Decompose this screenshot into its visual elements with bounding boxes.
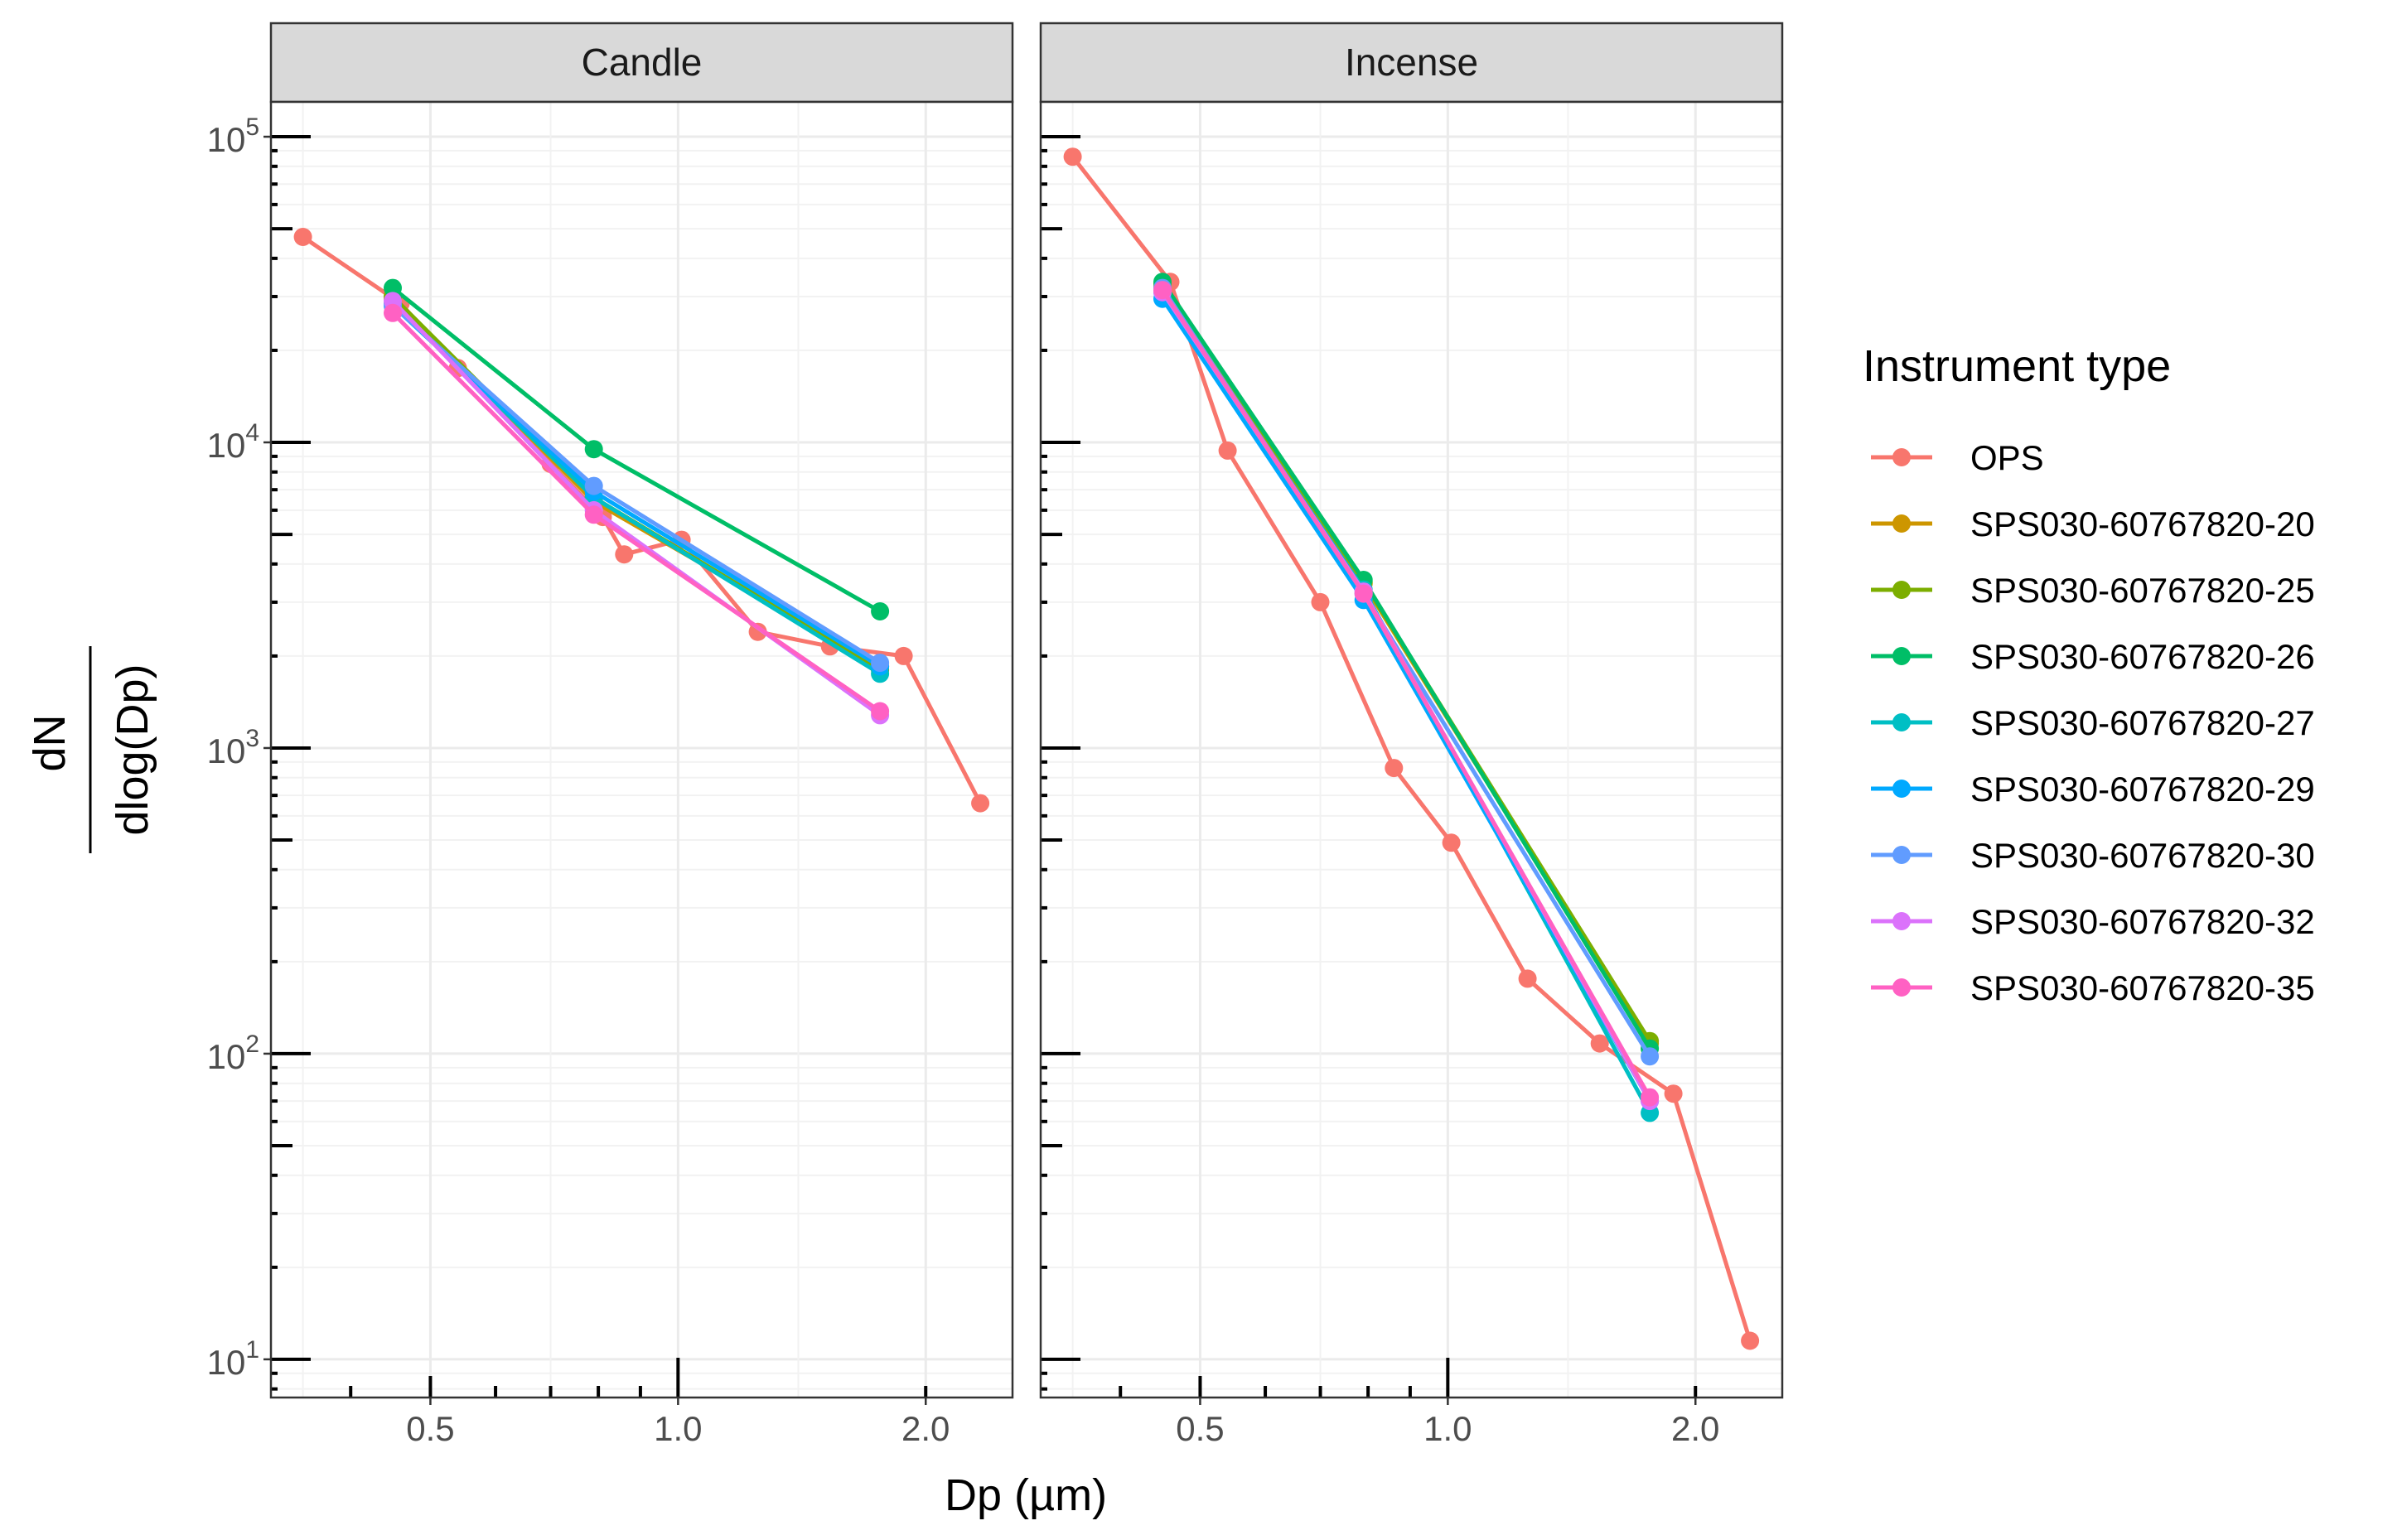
- strip-label-incense: Incense: [1345, 41, 1478, 84]
- gridlines-candle: [271, 102, 1013, 1398]
- legend-key-point: [1892, 647, 1911, 665]
- data-point: [1741, 1331, 1760, 1350]
- log-ticks-candle: [271, 135, 928, 1398]
- legend-item-sps030-60767820-20: SPS030-60767820-20: [1871, 504, 2315, 543]
- y-tick-label: 105: [207, 113, 259, 159]
- data-point: [584, 440, 603, 459]
- x-tick-label: 2.0: [1671, 1409, 1719, 1448]
- data-point: [1354, 584, 1373, 603]
- legend-item-sps030-60767820-32: SPS030-60767820-32: [1871, 902, 2315, 941]
- legend-label: SPS030-60767820-32: [1970, 902, 2315, 941]
- legend-label: OPS: [1970, 438, 2044, 477]
- x-tick-label: 1.0: [654, 1409, 702, 1448]
- panel-border-candle: [269, 100, 1014, 1399]
- data-point: [871, 702, 890, 721]
- y-axis-title-denominator: dlog(Dp): [108, 664, 157, 835]
- panel-candle: Candle 0.5 1.0 2.0 101 102 103 104 105: [207, 22, 1014, 1448]
- data-point: [748, 622, 767, 641]
- legend-key-point: [1892, 978, 1911, 997]
- data-point: [1218, 441, 1237, 460]
- panel-border-incense: [1039, 100, 1784, 1399]
- panel-incense: Incense 0.5 1.0 2.0: [1039, 22, 1784, 1448]
- legend-label: SPS030-60767820-27: [1970, 703, 2315, 742]
- data-point: [384, 303, 402, 322]
- legend-items: OPS SPS030-60767820-20 SPS030-60767820-25 S…: [1871, 438, 2315, 1007]
- data-point: [293, 228, 312, 246]
- series-ops-incense: [1063, 147, 1760, 1350]
- legend-item-sps030-60767820-30: SPS030-60767820-30: [1871, 836, 2315, 875]
- data-point: [615, 545, 634, 564]
- y-tick-label: 102: [207, 1031, 259, 1076]
- y-axis-title: dN dlog(Dp): [25, 646, 157, 853]
- data-point: [871, 654, 890, 673]
- x-tick-label: 2.0: [901, 1409, 950, 1448]
- data-point: [1664, 1084, 1683, 1103]
- legend-label: SPS030-60767820-29: [1970, 770, 2315, 809]
- data-point: [971, 794, 990, 813]
- data-point: [1442, 833, 1461, 852]
- y-tick-label: 101: [207, 1336, 259, 1382]
- data-point: [871, 602, 890, 620]
- legend-item-sps030-60767820-25: SPS030-60767820-25: [1871, 571, 2315, 610]
- series-layer-incense: [1063, 147, 1760, 1350]
- series-sps030-60767820-35-incense: [1153, 281, 1660, 1107]
- legend-item-ops: OPS: [1871, 438, 2044, 477]
- legend-key-point: [1892, 713, 1911, 731]
- y-tick-label: 103: [207, 725, 259, 770]
- series-sps030-60767820-35-candle: [384, 303, 890, 721]
- legend-key-point: [1892, 581, 1911, 599]
- strip-label-candle: Candle: [582, 41, 703, 84]
- legend: Instrument type OPS SPS030-60767820-20 SPS…: [1863, 341, 2315, 1007]
- x-tick-label: 0.5: [1176, 1409, 1224, 1448]
- data-point: [894, 646, 913, 665]
- legend-key-point: [1892, 514, 1911, 533]
- legend-item-sps030-60767820-35: SPS030-60767820-35: [1871, 968, 2315, 1007]
- series-sps030-60767820-30-candle: [384, 297, 890, 673]
- data-point: [1641, 1047, 1660, 1066]
- legend-item-sps030-60767820-27: SPS030-60767820-27: [1871, 703, 2315, 742]
- panels-layer: Candle 0.5 1.0 2.0 101 102 103 104 105 Incense 0.5…: [207, 22, 1784, 1448]
- data-point: [1641, 1088, 1660, 1107]
- data-point: [1311, 592, 1330, 611]
- data-point: [1518, 969, 1537, 988]
- legend-item-sps030-60767820-29: SPS030-60767820-29: [1871, 770, 2315, 809]
- legend-label: SPS030-60767820-30: [1970, 836, 2315, 875]
- legend-key-point: [1892, 846, 1911, 864]
- y-axis: 101 102 103 104 105: [207, 113, 271, 1382]
- x-axis-candle: 0.5 1.0 2.0: [406, 1398, 950, 1448]
- plot-area-incense: [1041, 102, 1782, 1398]
- y-axis-title-numerator: dN: [25, 714, 75, 771]
- strip-candle: [269, 22, 1014, 104]
- legend-key-point: [1892, 912, 1911, 930]
- data-point: [1590, 1034, 1609, 1053]
- data-point: [384, 278, 402, 297]
- legend-label: SPS030-60767820-35: [1970, 968, 2315, 1007]
- series-line: [1071, 155, 1752, 1342]
- log-ticks-incense: [1041, 135, 1698, 1398]
- legend-label: SPS030-60767820-25: [1970, 571, 2315, 610]
- legend-key-point: [1892, 780, 1911, 798]
- x-axis-incense: 0.5 1.0 2.0: [1176, 1398, 1719, 1448]
- series-sps030-60767820-26-candle: [384, 278, 890, 620]
- x-axis-title: Dp (µm): [945, 1470, 1107, 1520]
- data-point: [1153, 281, 1172, 300]
- data-point: [1063, 147, 1082, 167]
- legend-key-point: [1892, 448, 1911, 466]
- data-point: [584, 476, 603, 495]
- legend-label: SPS030-60767820-26: [1970, 637, 2315, 676]
- data-point: [1385, 759, 1404, 778]
- legend-label: SPS030-60767820-20: [1970, 504, 2315, 543]
- legend-item-sps030-60767820-26: SPS030-60767820-26: [1871, 637, 2315, 676]
- legend-title: Instrument type: [1863, 341, 2171, 391]
- x-tick-label: 1.0: [1423, 1409, 1472, 1448]
- x-tick-label: 0.5: [406, 1409, 454, 1448]
- gridlines-incense: [1041, 102, 1782, 1398]
- data-point: [584, 505, 603, 524]
- series-layer-candle: [293, 228, 990, 813]
- y-tick-label: 104: [207, 419, 259, 465]
